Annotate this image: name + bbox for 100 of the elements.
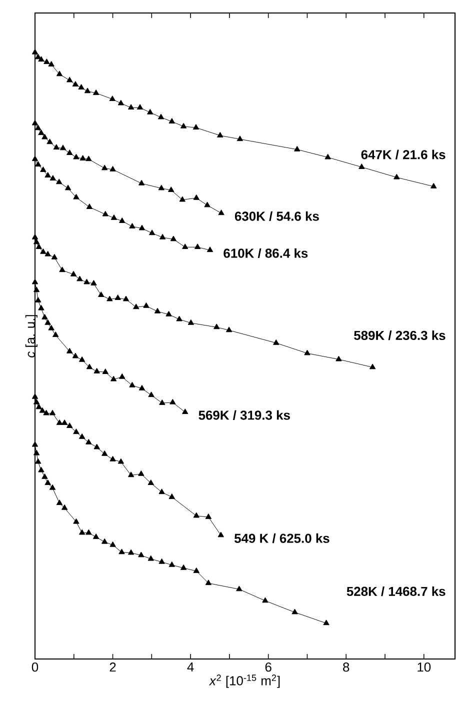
point — [204, 202, 210, 208]
point — [66, 76, 73, 82]
point — [44, 480, 51, 485]
point — [33, 286, 40, 292]
point — [38, 56, 44, 62]
point — [358, 164, 365, 169]
point — [110, 214, 118, 220]
x-tick-label: 2 — [110, 662, 116, 672]
point — [78, 84, 84, 90]
point — [35, 296, 42, 302]
point — [78, 356, 86, 362]
point — [32, 278, 38, 284]
series-label: 549 K / 625.0 ks — [234, 533, 330, 544]
point — [73, 518, 80, 524]
point — [40, 166, 46, 172]
point — [158, 558, 165, 564]
point — [64, 184, 72, 190]
point — [122, 296, 130, 302]
point — [218, 210, 224, 216]
point — [158, 184, 164, 190]
point — [323, 620, 330, 626]
point — [78, 433, 86, 439]
point — [33, 450, 40, 456]
point — [182, 244, 188, 250]
point — [170, 236, 177, 242]
point — [147, 108, 154, 114]
point — [32, 441, 38, 447]
point — [36, 404, 42, 410]
point — [32, 48, 38, 54]
point — [32, 120, 38, 126]
point — [188, 319, 194, 325]
point — [44, 172, 51, 178]
point — [369, 364, 376, 370]
point — [193, 512, 200, 518]
point — [78, 529, 86, 535]
point — [118, 458, 124, 464]
point — [192, 124, 200, 130]
point — [294, 146, 300, 152]
point — [273, 339, 280, 345]
point — [48, 61, 54, 66]
point — [86, 364, 93, 370]
point — [166, 310, 172, 316]
point — [102, 368, 108, 374]
point — [129, 222, 136, 228]
point — [102, 450, 108, 456]
point — [35, 161, 42, 167]
x-tick-label: 6 — [265, 662, 272, 672]
point — [158, 114, 164, 120]
point — [66, 422, 73, 428]
point — [70, 270, 77, 276]
point — [136, 104, 144, 110]
point — [148, 555, 154, 561]
point — [84, 88, 91, 94]
point — [118, 548, 125, 554]
point — [138, 224, 146, 230]
point — [119, 373, 126, 379]
point — [110, 166, 116, 172]
point — [44, 58, 50, 64]
point — [66, 150, 73, 156]
point — [106, 296, 113, 302]
point — [98, 292, 104, 297]
point — [214, 324, 220, 330]
point — [59, 266, 66, 272]
point — [193, 568, 200, 573]
point — [56, 500, 63, 505]
point — [182, 408, 188, 414]
point — [324, 154, 331, 160]
point — [92, 90, 100, 95]
point — [180, 122, 187, 128]
point — [49, 410, 56, 416]
point — [86, 438, 92, 444]
point — [35, 458, 42, 464]
point — [39, 407, 46, 413]
point — [94, 444, 100, 450]
point — [102, 538, 108, 544]
point — [90, 280, 97, 286]
point — [73, 154, 80, 160]
point — [168, 118, 175, 124]
point — [60, 144, 66, 150]
series-label: 610K / 86.4 ks — [224, 248, 308, 258]
point — [262, 597, 268, 603]
point — [53, 144, 60, 150]
point — [49, 484, 56, 490]
point — [61, 420, 68, 425]
x-tick-label: 0 — [32, 662, 38, 672]
series-label: 630K / 54.6 ks — [234, 211, 319, 221]
point — [205, 580, 212, 586]
point — [80, 155, 86, 160]
point — [336, 356, 342, 362]
point — [138, 552, 144, 558]
point — [73, 194, 80, 200]
point — [176, 316, 182, 322]
x-tick-label: 4 — [187, 662, 194, 672]
point — [129, 382, 136, 388]
point — [52, 332, 59, 337]
point — [94, 368, 100, 374]
point — [40, 248, 46, 254]
point — [217, 132, 224, 138]
point — [143, 302, 150, 308]
point — [430, 182, 437, 188]
